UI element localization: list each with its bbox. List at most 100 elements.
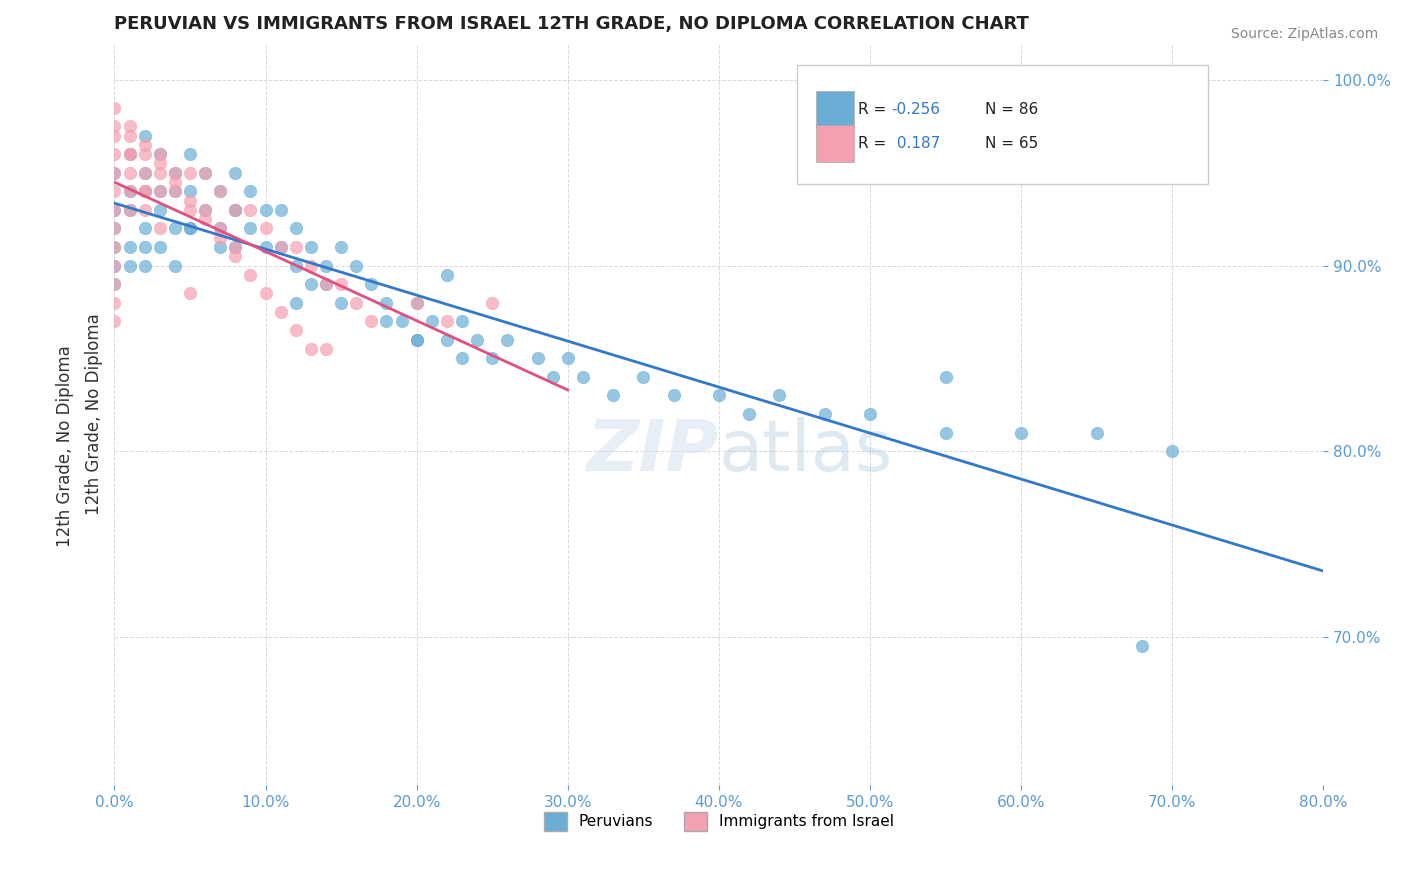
Point (814, 407, 837, 421)
Point (375, 314, 398, 328)
Point (738, 407, 761, 421)
Point (134, 147, 156, 161)
Point (1085, 425, 1108, 440)
Point (194, 166, 217, 180)
Point (707, 388, 730, 402)
Point (134, 128, 156, 143)
Point (1130, 639, 1153, 653)
Point (224, 240, 246, 254)
Point (163, 184, 186, 198)
Point (481, 351, 503, 366)
Point (602, 388, 624, 402)
Point (239, 268, 262, 282)
Point (163, 184, 186, 198)
Point (209, 184, 232, 198)
Point (149, 147, 172, 161)
Point (103, 240, 125, 254)
Point (270, 240, 292, 254)
Point (194, 202, 217, 217)
Point (224, 202, 246, 217)
Point (1161, 444, 1184, 458)
Point (118, 259, 141, 273)
Y-axis label: 12th Grade, No Diploma: 12th Grade, No Diploma (86, 313, 103, 515)
Point (934, 370, 956, 384)
Point (360, 277, 382, 292)
Point (344, 295, 367, 310)
Point (134, 184, 156, 198)
Point (420, 314, 443, 328)
Point (330, 277, 353, 292)
Point (118, 147, 141, 161)
Point (239, 202, 262, 217)
Point (103, 101, 125, 115)
Point (254, 286, 277, 301)
Point (103, 147, 125, 161)
Point (103, 314, 125, 328)
Point (224, 166, 246, 180)
Point (118, 184, 141, 198)
FancyBboxPatch shape (797, 65, 1208, 184)
Point (149, 202, 172, 217)
Point (118, 166, 141, 180)
Point (481, 295, 503, 310)
Point (224, 202, 246, 217)
Point (934, 425, 956, 440)
Point (270, 305, 292, 319)
Point (118, 147, 141, 161)
Point (103, 221, 125, 235)
Point (118, 202, 141, 217)
Point (118, 128, 141, 143)
Text: N = 86: N = 86 (984, 103, 1038, 117)
Point (239, 221, 262, 235)
Point (179, 221, 201, 235)
Point (209, 221, 232, 235)
Point (254, 221, 277, 235)
Point (405, 295, 427, 310)
Point (103, 259, 125, 273)
Text: atlas: atlas (718, 417, 893, 485)
Point (360, 314, 382, 328)
Point (344, 259, 367, 273)
Point (179, 166, 201, 180)
Point (134, 202, 156, 217)
Point (209, 230, 232, 244)
Point (149, 184, 172, 198)
Point (315, 277, 337, 292)
Point (103, 166, 125, 180)
Point (405, 295, 427, 310)
FancyBboxPatch shape (815, 125, 855, 161)
Text: 12th Grade, No Diploma: 12th Grade, No Diploma (56, 345, 75, 547)
Point (118, 240, 141, 254)
Point (315, 342, 337, 356)
Text: ZIP: ZIP (586, 417, 718, 485)
Point (149, 240, 172, 254)
Point (103, 259, 125, 273)
Point (149, 184, 172, 198)
Point (330, 295, 353, 310)
Point (163, 221, 186, 235)
Text: R =: R = (858, 103, 891, 117)
Point (163, 166, 186, 180)
Point (572, 370, 595, 384)
Point (163, 166, 186, 180)
Point (149, 166, 172, 180)
Point (284, 324, 307, 338)
Text: Source: ZipAtlas.com: Source: ZipAtlas.com (1230, 27, 1378, 41)
Point (134, 184, 156, 198)
Point (224, 202, 246, 217)
Point (134, 240, 156, 254)
Point (375, 295, 398, 310)
Text: -0.256: -0.256 (891, 103, 941, 117)
Point (284, 259, 307, 273)
Point (103, 166, 125, 180)
Text: R =: R = (858, 136, 891, 151)
Point (103, 295, 125, 310)
Point (103, 277, 125, 292)
Point (315, 259, 337, 273)
Point (436, 268, 458, 282)
Point (270, 202, 292, 217)
Point (405, 333, 427, 347)
Point (179, 202, 201, 217)
Point (103, 221, 125, 235)
Point (284, 221, 307, 235)
